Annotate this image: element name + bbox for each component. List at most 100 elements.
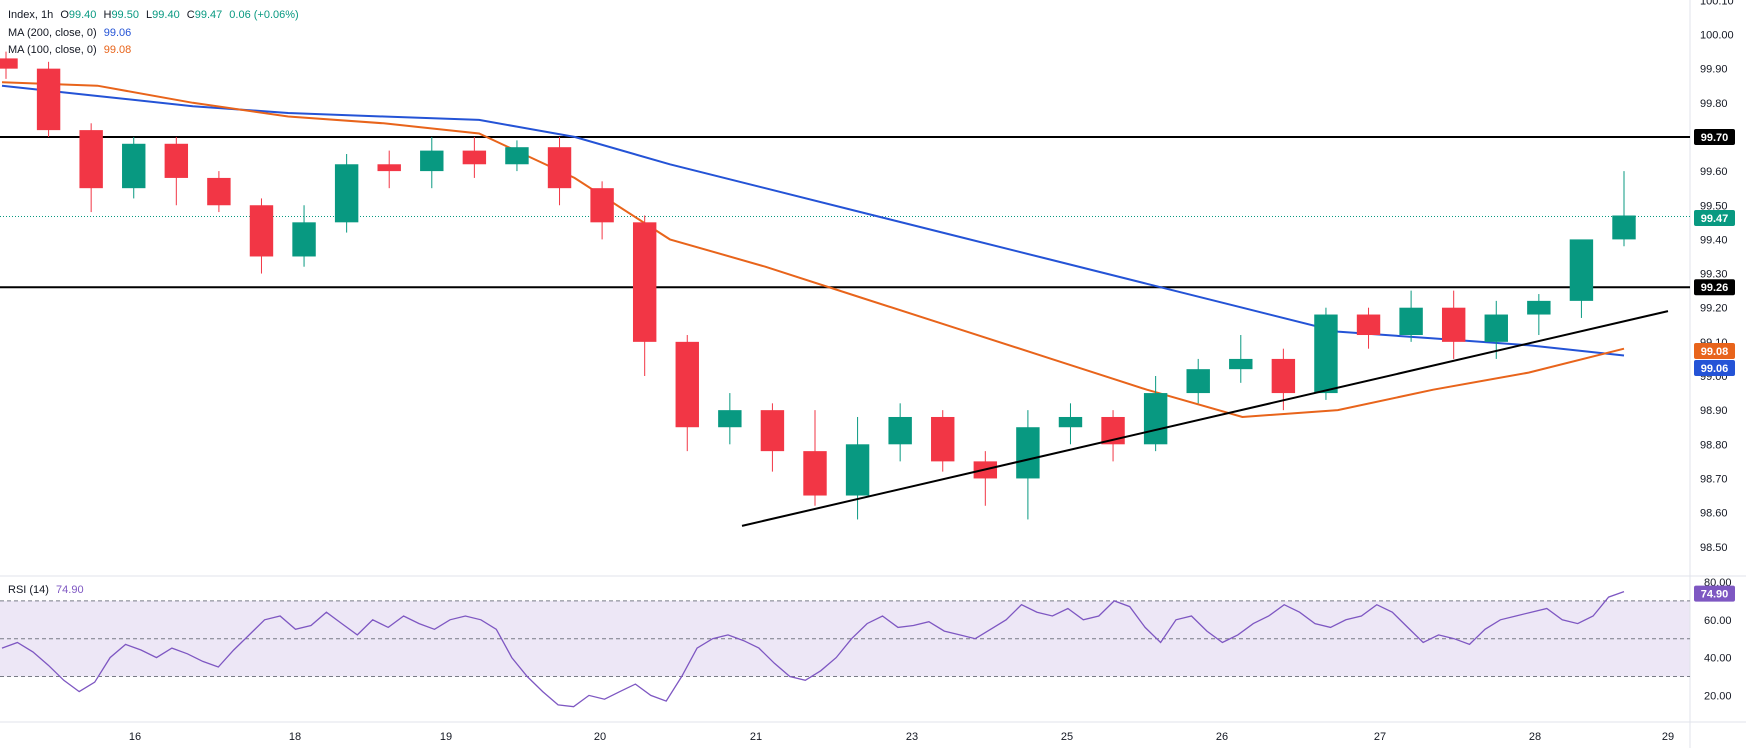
candle-body [845,444,870,496]
rsi-line [1,590,1625,708]
candle [888,403,912,462]
candle [164,136,189,206]
candle [803,410,827,506]
candle [1569,239,1594,318]
candle [122,136,146,199]
ma100-tag: 99.08 [1694,343,1735,359]
candle-body [547,147,572,189]
moving-averages [1,81,1625,419]
candle-body [164,143,189,178]
time-tick-label: 28 [1529,731,1541,743]
candle [718,393,742,445]
candle-body [1186,369,1210,394]
candle-body [79,130,103,189]
ma100-line [1,81,1625,419]
support-tag: 99.26 [1694,279,1735,296]
ohlc-legend: Index, 1h O99.40 H99.50 L99.40 C99.47 0.… [8,9,299,21]
candle-body [1058,416,1083,428]
candle-body [334,164,359,223]
close-value: 99.47 [194,9,223,21]
ma200-tag: 99.06 [1694,360,1735,376]
support-tag-box [1694,279,1735,296]
last-price-tag-box [1694,210,1735,226]
price-tick-label: 99.30 [1700,269,1728,281]
candle [547,136,572,206]
symbol-label[interactable]: Index, 1h [8,9,54,21]
time-tick-label: 18 [289,731,301,743]
high-label: H [103,9,112,21]
candle-body [718,410,742,428]
time-tick-label: 27 [1374,731,1386,743]
candle [505,140,529,172]
price-tick-label: 99.40 [1700,234,1728,246]
candle-body [1016,427,1040,479]
candle-body [1612,215,1636,240]
resistance-tag: 99.70 [1694,128,1735,145]
rsi-value: 74.90 [56,584,84,596]
rsi-tag-text: 74.90 [1701,589,1729,601]
last-price-tag: 99.47 [1694,210,1735,226]
rsi-legend[interactable]: RSI (14) 74.90 [8,584,84,596]
candle-body [249,205,274,257]
candle-body [632,222,657,342]
candle [1399,290,1423,342]
candle-body [590,188,614,223]
candle [675,335,699,452]
change-value: 0.06 (+0.06%) [229,9,299,21]
candle [1058,403,1083,445]
candle [420,136,444,189]
ma200-line [1,84,1625,357]
ma100-legend[interactable]: MA (100, close, 0) 99.08 [8,44,131,56]
candle-body [1229,358,1253,370]
price-tick-label: 98.50 [1700,542,1728,554]
rsi-tick-label: 60.00 [1704,615,1732,627]
ma200-tag-box [1694,360,1735,376]
candles [0,51,1636,520]
ma200-label: MA (200, close, 0) [8,27,97,39]
candle-body [1527,300,1551,315]
ascending-trendline [741,310,1669,527]
time-tick-label: 16 [129,731,141,743]
candle-body [888,416,912,445]
candle [1441,290,1466,359]
candle [334,154,359,233]
candle [1229,335,1253,383]
candle-body [1484,314,1508,342]
candle [1527,294,1551,336]
time-tick-label: 25 [1061,731,1073,743]
candle [845,416,870,520]
candle-body [420,150,444,172]
time-tick-label: 19 [440,731,452,743]
time-tick-label: 23 [906,731,918,743]
candle-body [292,222,316,257]
price-tick-label: 98.90 [1700,405,1728,417]
price-tick-label: 99.90 [1700,64,1728,76]
candle-body [1314,314,1338,394]
ma100-tag-box [1694,343,1735,359]
low-value: 99.40 [152,9,180,21]
price-tick-label: 99.20 [1700,303,1728,315]
candle-body [1441,307,1466,342]
close-label: C [186,9,195,21]
candle [1612,171,1636,247]
open-label: O [60,9,69,21]
price-tick-label: 99.80 [1700,98,1728,110]
candle-body [1271,358,1296,394]
ma100-label: MA (100, close, 0) [8,44,97,56]
ma200-legend[interactable]: MA (200, close, 0) 99.06 [8,27,131,39]
candle-body [1399,307,1423,336]
candle-body [36,68,61,131]
price-tick-label: 99.50 [1700,200,1728,212]
candle-body [1569,239,1594,301]
candle-body [1143,393,1168,445]
rsi-tag: 74.90 [1694,585,1735,602]
candle [0,51,18,79]
candle-body [122,143,146,189]
candle-body [207,177,231,206]
candle-body [1356,314,1381,336]
candle [36,61,61,137]
candle [1143,376,1168,452]
candle [590,181,614,240]
